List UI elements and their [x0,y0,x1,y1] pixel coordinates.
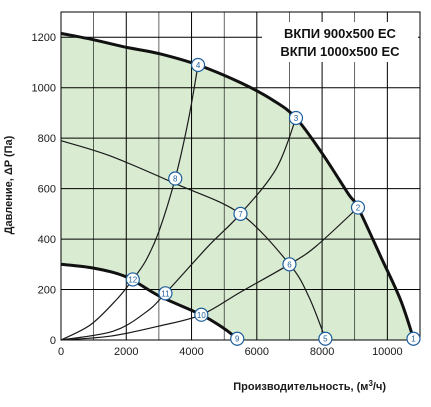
marker-label: 2 [356,204,361,213]
marker-1: 1 [406,331,421,346]
marker-circle [233,206,248,221]
curve-2-10 [60,207,359,341]
marker-label: 7 [238,210,243,219]
marker-label: 11 [161,289,170,298]
title-line-2: ВКПИ 1000х500 ЕС [280,44,400,59]
marker-label: 5 [323,335,328,344]
marker-circle [282,257,297,272]
marker-circle [190,57,206,73]
marker-circle [194,307,209,322]
marker-label: 10 [197,311,206,320]
marker-8: 8 [168,171,183,186]
x-tick-label: 8000 [310,346,334,358]
marker-6: 6 [282,257,297,272]
marker-11: 11 [158,286,173,301]
marker-2: 2 [350,200,366,215]
marker-3: 3 [288,110,304,126]
curve-1-12 [60,64,199,341]
x-tick-label: 6000 [245,346,269,358]
marker-circle [406,331,421,346]
y-tick-label: 800 [38,133,56,145]
tick-labels: 0 2000 4000 6000 8000 10000 0 200 400 600 800 1000 1… [32,32,403,358]
y-tick-label: 0 [50,335,56,347]
marker-label: 1 [411,335,416,344]
marker-label: 4 [196,61,201,70]
chart-title: ВКПИ 900х500 ЕС ВКПИ 1000х500 ЕС [262,22,418,62]
marker-label: 8 [173,175,178,184]
x-tick-label: 2000 [114,346,138,358]
y-tick-label: 1200 [32,32,56,44]
title-background [262,22,418,62]
y-tick-label: 200 [38,285,56,297]
marker-label: 6 [287,260,292,269]
marker-7: 7 [233,206,248,221]
marker-circle [288,110,304,126]
marker-circle [158,286,173,301]
marker-label: 12 [128,275,137,284]
x-axis-label-tail: /ч) [373,381,386,393]
marker-circle [230,331,245,346]
marker-circle [168,171,183,186]
marker-label: 9 [235,335,240,344]
envelope-upper-curve [60,31,415,340]
title-line-1: ВКПИ 900х500 ЕС [284,26,397,41]
y-tick-label: 400 [38,234,56,246]
marker-circle [125,272,140,287]
marker-circle [350,200,366,215]
y-tick-label: 1000 [32,83,56,95]
x-tick-label: 0 [58,346,64,358]
y-axis-label: Давление, ΔP (Па) [3,135,15,234]
x-axis-label-superscript: 3 [368,379,373,388]
marker-10: 10 [194,307,209,322]
marker-5: 5 [318,331,333,346]
marker-circle [318,331,333,346]
curve-3-11 [60,117,297,341]
marker-label: 3 [294,114,299,123]
marker-12: 12 [125,272,140,287]
marker-9: 9 [230,331,245,346]
x-tick-label: 4000 [179,346,203,358]
operating-area-fill [61,33,414,341]
y-tick-label: 600 [38,184,56,196]
x-axis-label-main: Производительность, (м [233,381,368,393]
marker-4: 4 [190,57,206,73]
x-tick-label: 10000 [372,346,403,358]
x-axis-label: Производительность, (м3/ч) [233,379,386,393]
